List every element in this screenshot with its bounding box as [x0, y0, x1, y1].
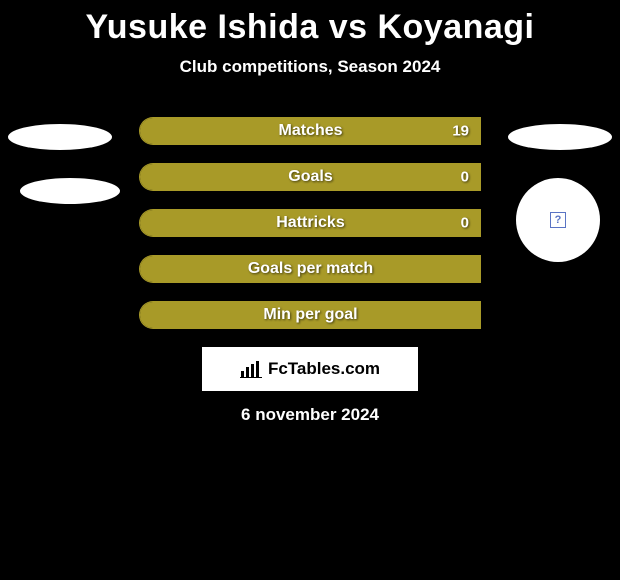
- stat-row-hattricks: Hattricks 0: [139, 209, 481, 237]
- subtitle: Club competitions, Season 2024: [0, 57, 620, 77]
- player-right-photo-placeholder: [508, 124, 612, 150]
- player-left-photo-placeholder: [8, 124, 112, 150]
- team-left-logo-placeholder: [20, 178, 120, 204]
- stat-row-matches: Matches 19: [139, 117, 481, 145]
- stat-label: Matches: [278, 122, 342, 140]
- stat-value: 0: [461, 215, 469, 232]
- footer-brand-card[interactable]: FcTables.com: [202, 347, 418, 391]
- footer-logo: FcTables.com: [240, 359, 380, 379]
- stat-label: Min per goal: [263, 306, 357, 324]
- stat-row-goals: Goals 0: [139, 163, 481, 191]
- footer-brand-text: FcTables.com: [268, 359, 380, 379]
- stat-row-goals-per-match: Goals per match: [139, 255, 481, 283]
- bar-chart-icon: [240, 360, 262, 378]
- stat-row-min-per-goal: Min per goal: [139, 301, 481, 329]
- date-text: 6 november 2024: [0, 405, 620, 425]
- stat-label: Goals: [288, 168, 332, 186]
- stat-label: Hattricks: [276, 214, 344, 232]
- missing-image-icon: ?: [550, 212, 566, 228]
- page-title: Yusuke Ishida vs Koyanagi: [0, 8, 620, 47]
- stat-value: 19: [452, 123, 469, 140]
- stat-value: 0: [461, 169, 469, 186]
- team-right-logo-placeholder: ?: [516, 178, 600, 262]
- stat-label: Goals per match: [248, 260, 373, 278]
